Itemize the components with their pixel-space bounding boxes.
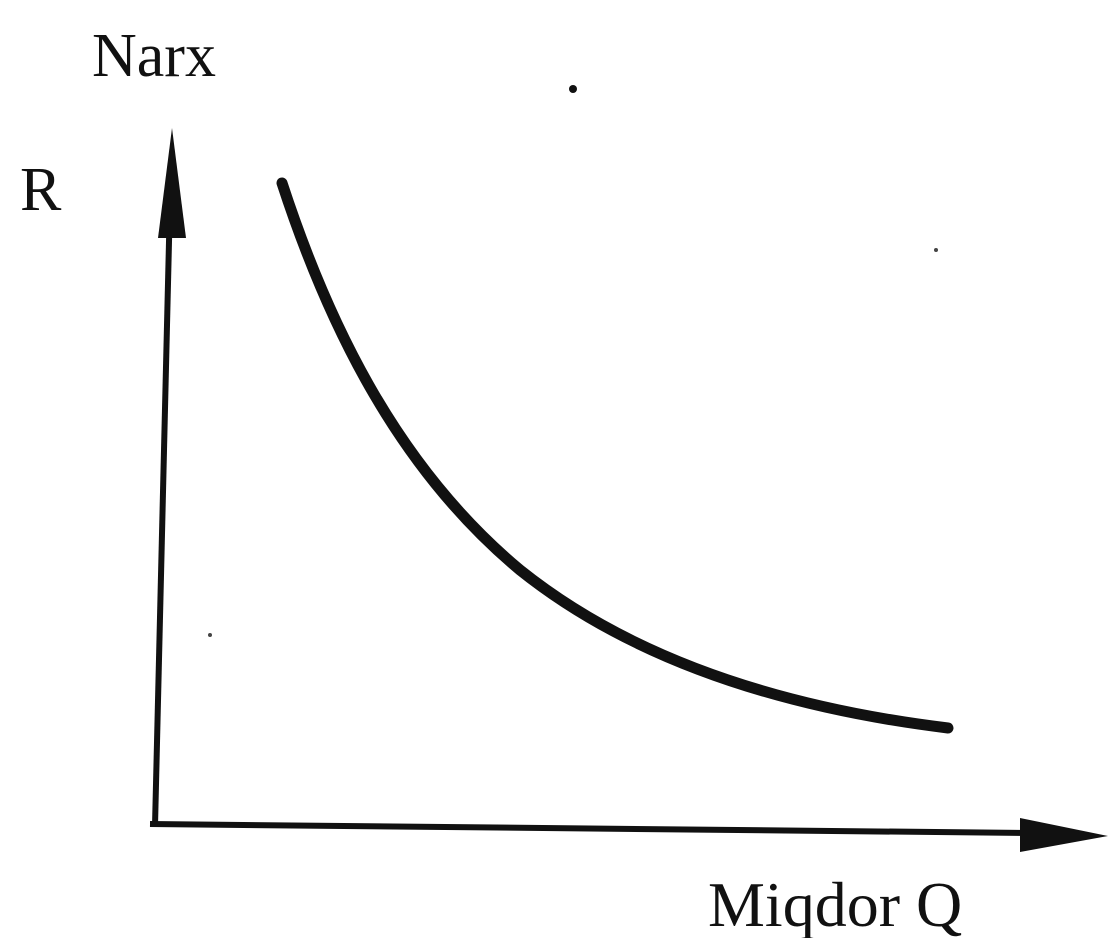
y-axis-symbol: R [20,156,62,224]
speck [208,633,212,637]
y-axis [152,199,173,827]
x-axis-arrow [1020,818,1108,852]
x-axis-label: Miqdor Q [708,869,962,938]
x-axis [149,821,1031,836]
speck [569,85,577,93]
speck [934,248,938,252]
demand-curve [276,177,954,734]
y-axis-label: Narx [92,22,216,90]
y-axis-arrow [158,128,186,238]
